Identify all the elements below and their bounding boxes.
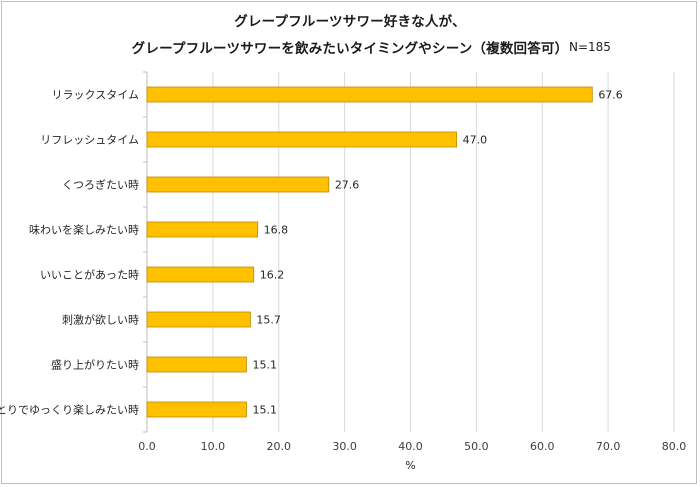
category-label: 刺激が欲しい時 xyxy=(62,313,139,327)
bar xyxy=(146,221,259,238)
category-label: 盛り上がりたい時 xyxy=(51,358,139,372)
bar xyxy=(146,86,593,103)
x-tick-label: 70.0 xyxy=(596,440,621,453)
x-tick-label: 40.0 xyxy=(398,440,423,453)
category-label: いいことがあった時 xyxy=(40,268,139,282)
data-label: 16.8 xyxy=(264,224,289,237)
x-tick-label: 0.0 xyxy=(138,440,156,453)
category-label: 味わいを楽しみたい時 xyxy=(29,224,139,237)
x-tick-label: 30.0 xyxy=(332,440,357,453)
category-label: くつろぎたい時 xyxy=(62,178,139,192)
category-label: リラックスタイム xyxy=(52,89,139,102)
x-axis-label: % xyxy=(405,459,415,472)
data-label: 16.2 xyxy=(260,269,285,282)
data-label: 47.0 xyxy=(463,134,488,147)
bar xyxy=(146,266,255,283)
bar xyxy=(146,356,247,373)
data-label: 67.6 xyxy=(598,89,623,102)
x-tick-label: 60.0 xyxy=(530,440,555,453)
chart-title: グレープフルーツサワー好きな人が、 xyxy=(234,14,466,30)
category-label: ひとりでゆっくり楽しみたい時 xyxy=(0,404,139,417)
category-label: リフレッシュタイム xyxy=(40,134,139,147)
x-tick-label: 50.0 xyxy=(464,440,489,453)
data-label: 15.7 xyxy=(256,314,281,327)
data-label: 15.1 xyxy=(252,359,277,372)
sample-size-label: N=185 xyxy=(569,40,611,54)
bar xyxy=(146,401,247,418)
x-tick-label: 20.0 xyxy=(267,440,292,453)
data-label: 27.6 xyxy=(335,179,360,192)
bar xyxy=(146,311,251,328)
data-label: 15.1 xyxy=(252,404,277,417)
x-tick-label: 80.0 xyxy=(662,440,687,453)
bar xyxy=(146,131,458,148)
bar xyxy=(146,176,330,193)
x-tick-label: 10.0 xyxy=(201,440,226,453)
chart-subtitle: グレープフルーツサワーを飲みたいタイミングやシーン（複数回答可） xyxy=(131,41,569,57)
